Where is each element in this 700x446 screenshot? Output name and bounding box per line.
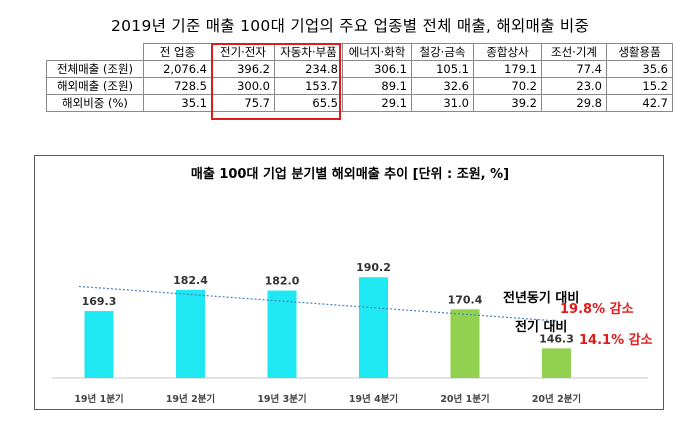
bar [542,348,571,378]
yoy-value: 19.8% 감소 [560,302,634,317]
qoq-value: 14.1% 감소 [579,333,653,348]
bar [450,309,480,378]
data-label: 169.3 [82,295,117,308]
table-cell: 42.7 [606,94,673,112]
table-cell: 396.2 [211,60,275,78]
chart-title: 매출 100대 기업 분기별 해외매출 추이 [단위 : 조원, %] [190,167,510,182]
table-cell: 35.6 [606,60,673,78]
table-cell: 39.2 [473,94,542,112]
bar [359,277,388,378]
category-label: 19년 3분기 [257,393,306,405]
category-label: 20년 2분기 [532,393,581,405]
col-header: 에너지·화학 [342,43,412,61]
table-cell: 29.8 [541,94,607,112]
bar [267,290,297,378]
table-row: 해외매출 (조원) 728.5 300.0 153.7 89.1 32.6 70… [46,77,673,95]
data-label: 182.0 [265,275,300,288]
col-header: 전 업종 [143,43,212,61]
table-cell: 105.1 [411,60,474,78]
table-cell: 65.5 [274,94,343,112]
table-cell: 306.1 [342,60,412,78]
table-cell: 179.1 [473,60,542,78]
category-label: 19년 1분기 [74,393,123,405]
trend-line [78,285,557,322]
table-cell: 29.1 [342,94,412,112]
bar [176,289,205,378]
category-label: 19년 4분기 [349,393,398,405]
table-row: 해외비중 (%) 35.1 75.7 65.5 29.1 31.0 39.2 2… [46,94,673,112]
category-label: 19년 2분기 [166,393,215,405]
table-cell: 728.5 [143,77,212,95]
table-header-row: 전 업종 전기·전자 자동차·부품 에너지·화학 철강·금속 종합상사 조선·기… [46,43,673,61]
yoy-label: 전년동기 대비 [503,291,580,306]
data-label: 170.4 [448,293,483,306]
page-title: 2019년 기준 매출 100대 기업의 주요 업종별 전체 매출, 해외매출 … [110,17,590,35]
industry-table: 전 업종 전기·전자 자동차·부품 에너지·화학 철강·금속 종합상사 조선·기… [46,43,673,112]
data-label: 146.3 [539,332,574,345]
category-label: 20년 1분기 [440,393,489,405]
table-corner [46,43,144,61]
chart-frame [34,155,664,410]
table-cell: 31.0 [411,94,474,112]
table-cell: 89.1 [342,77,412,95]
row-header: 전체매출 (조원) [46,60,144,78]
bar [84,311,114,378]
col-header: 종합상사 [473,43,542,61]
qoq-label: 전기 대비 [515,320,568,335]
col-header: 생활용품 [606,43,673,61]
table-cell: 70.2 [473,77,542,95]
table-cell: 75.7 [211,94,275,112]
table-row: 전체매출 (조원) 2,076.4 396.2 234.8 306.1 105.… [46,60,673,78]
table-cell: 35.1 [143,94,212,112]
data-label: 190.2 [356,261,391,274]
data-label: 182.4 [173,274,208,287]
col-header: 조선·기계 [541,43,607,61]
